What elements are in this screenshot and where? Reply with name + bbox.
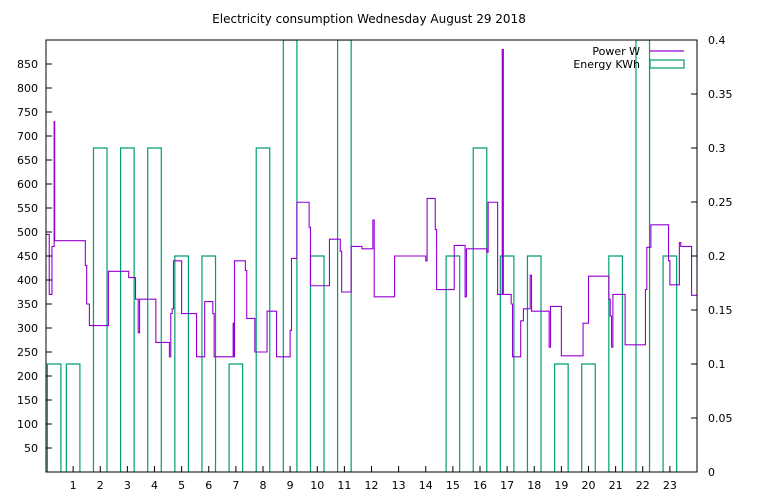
y-tick-label: 550 (17, 202, 38, 215)
y-tick-label: 200 (17, 370, 38, 383)
y2-tick-label: 0 (708, 466, 715, 479)
y2-tick-label: 0.05 (708, 412, 733, 425)
y-tick-label: 450 (17, 250, 38, 263)
y-tick-label: 600 (17, 178, 38, 191)
axes: 5010015020025030035040045050055060065070… (17, 34, 733, 492)
x-tick-label: 23 (663, 479, 677, 492)
x-tick-label: 5 (178, 479, 185, 492)
x-tick-label: 16 (473, 479, 487, 492)
y-tick-label: 500 (17, 226, 38, 239)
y-tick-label: 700 (17, 130, 38, 143)
x-tick-label: 12 (365, 479, 379, 492)
energy-bar (92, 147, 108, 472)
x-tick-label: 9 (287, 479, 294, 492)
legend-swatch-energy (649, 59, 685, 69)
y2-tick-label: 0.2 (708, 250, 726, 263)
x-tick-label: 8 (260, 479, 267, 492)
y-tick-label: 350 (17, 298, 38, 311)
energy-bar (228, 363, 244, 472)
energy-bar (635, 40, 651, 472)
plot-area (46, 40, 697, 472)
y2-tick-label: 0.1 (708, 358, 726, 371)
x-tick-label: 22 (636, 479, 650, 492)
energy-bar (662, 255, 678, 472)
power-line (46, 49, 697, 358)
y-tick-label: 650 (17, 154, 38, 167)
y2-tick-label: 0.35 (708, 88, 733, 101)
y-tick-label: 750 (17, 106, 38, 119)
x-tick-label: 15 (446, 479, 460, 492)
energy-bar (65, 363, 81, 472)
energy-bar (174, 255, 190, 472)
energy-bar (553, 363, 569, 472)
y-tick-label: 800 (17, 82, 38, 95)
x-tick-label: 7 (232, 479, 239, 492)
x-tick-label: 19 (554, 479, 568, 492)
chart-title: Electricity consumption Wednesday August… (212, 12, 526, 26)
y-tick-label: 150 (17, 394, 38, 407)
y2-tick-label: 0.4 (708, 34, 726, 47)
energy-bar (309, 255, 325, 472)
x-tick-label: 20 (582, 479, 596, 492)
energy-bar (282, 40, 298, 472)
energy-bar (336, 40, 352, 472)
x-tick-label: 1 (70, 479, 77, 492)
x-tick-label: 13 (392, 479, 406, 492)
x-tick-label: 4 (151, 479, 158, 492)
legend-label: Energy KWh (573, 58, 640, 71)
y-tick-label: 400 (17, 274, 38, 287)
y-tick-label: 50 (24, 442, 38, 455)
y2-tick-label: 0.3 (708, 142, 726, 155)
y-tick-label: 100 (17, 418, 38, 431)
energy-bar (581, 363, 596, 472)
x-tick-label: 6 (205, 479, 212, 492)
legend-label: Power W (592, 45, 640, 58)
energy-bar (255, 147, 271, 472)
energy-bar (201, 255, 217, 472)
x-tick-label: 2 (97, 479, 104, 492)
x-tick-label: 10 (310, 479, 324, 492)
energy-bar (526, 255, 542, 472)
x-tick-label: 18 (527, 479, 541, 492)
plot-frame (45, 39, 698, 473)
x-tick-label: 21 (609, 479, 623, 492)
energy-bar (608, 255, 624, 472)
x-tick-label: 11 (337, 479, 351, 492)
energy-bar (119, 147, 135, 472)
energy-bar (147, 147, 162, 472)
x-tick-label: 17 (500, 479, 514, 492)
x-tick-label: 3 (124, 479, 131, 492)
y2-tick-label: 0.15 (708, 304, 733, 317)
y-tick-label: 250 (17, 346, 38, 359)
y-tick-label: 850 (17, 58, 38, 71)
energy-bar (472, 147, 488, 472)
energy-bar (445, 255, 461, 472)
energy-bar (46, 363, 62, 472)
y2-tick-label: 0.25 (708, 196, 733, 209)
energy-bar (499, 255, 515, 472)
y-tick-label: 300 (17, 322, 38, 335)
x-tick-label: 14 (419, 479, 433, 492)
